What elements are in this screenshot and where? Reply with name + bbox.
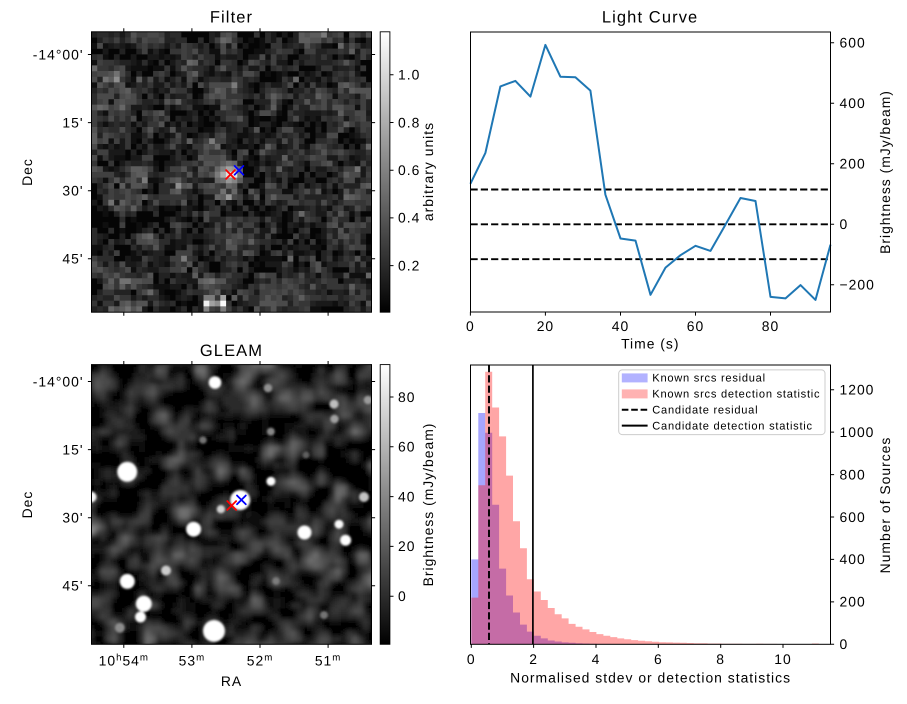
svg-text:0.8: 0.8 <box>398 114 420 130</box>
svg-text:20: 20 <box>537 318 554 334</box>
svg-text:Dec: Dec <box>19 491 35 519</box>
svg-text:0.6: 0.6 <box>398 162 420 178</box>
svg-text:Number of Sources: Number of Sources <box>877 437 893 574</box>
svg-text:-14°00': -14°00' <box>33 373 84 389</box>
svg-text:80: 80 <box>762 318 779 334</box>
svg-text:Time (s): Time (s) <box>621 336 679 352</box>
svg-text:0.2: 0.2 <box>398 257 420 273</box>
svg-text:0: 0 <box>467 651 476 667</box>
svg-text:45': 45' <box>62 578 83 594</box>
svg-text:Brightness (mJy/beam): Brightness (mJy/beam) <box>877 90 893 254</box>
svg-text:Filter: Filter <box>210 9 253 27</box>
svg-text:0: 0 <box>398 588 407 604</box>
svg-text:0: 0 <box>840 216 849 232</box>
svg-text:Known srcs detection statistic: Known srcs detection statistic <box>652 389 820 401</box>
svg-text:GLEAM: GLEAM <box>200 342 263 360</box>
svg-text:0.4: 0.4 <box>398 210 420 226</box>
svg-text:60: 60 <box>398 439 415 455</box>
svg-text:−200: −200 <box>840 277 875 293</box>
svg-text:1.0: 1.0 <box>398 67 420 83</box>
svg-text:600: 600 <box>840 35 866 51</box>
svg-text:0: 0 <box>466 318 475 334</box>
svg-text:600: 600 <box>840 509 866 525</box>
svg-text:15': 15' <box>62 441 83 457</box>
svg-text:Candidate residual: Candidate residual <box>652 405 758 417</box>
svg-text:20: 20 <box>398 538 415 554</box>
svg-text:Known srcs residual: Known srcs residual <box>652 373 766 385</box>
svg-text:30': 30' <box>62 183 83 199</box>
svg-text:-14°00': -14°00' <box>33 46 84 62</box>
svg-text:8: 8 <box>716 651 725 667</box>
svg-text:400: 400 <box>840 95 866 111</box>
svg-text:40: 40 <box>612 318 629 334</box>
svg-text:Dec: Dec <box>19 158 35 186</box>
svg-text:400: 400 <box>840 551 866 567</box>
svg-text:10: 10 <box>774 651 791 667</box>
svg-text:1000: 1000 <box>840 424 875 440</box>
svg-text:2: 2 <box>529 651 538 667</box>
svg-text:200: 200 <box>840 594 866 610</box>
svg-text:15': 15' <box>62 114 83 130</box>
svg-text:arbitrary units: arbitrary units <box>420 122 436 221</box>
svg-text:30': 30' <box>62 510 83 526</box>
svg-text:4: 4 <box>592 651 601 667</box>
svg-text:Candidate detection statistic: Candidate detection statistic <box>652 421 813 433</box>
svg-text:60: 60 <box>687 318 704 334</box>
svg-text:1200: 1200 <box>840 382 875 398</box>
svg-text:RA: RA <box>221 673 242 689</box>
svg-text:6: 6 <box>654 651 663 667</box>
svg-text:200: 200 <box>840 156 866 172</box>
svg-text:80: 80 <box>398 389 415 405</box>
svg-text:10h54m: 10h54m <box>99 653 149 669</box>
svg-text:Normalised stdev or detection: Normalised stdev or detection statistics <box>510 670 791 686</box>
svg-text:Brightness (mJy/beam): Brightness (mJy/beam) <box>420 423 436 587</box>
svg-text:40: 40 <box>398 488 415 504</box>
svg-text:45': 45' <box>62 251 83 267</box>
svg-text:0: 0 <box>840 636 849 652</box>
svg-text:Light Curve: Light Curve <box>602 9 698 27</box>
svg-text:800: 800 <box>840 466 866 482</box>
